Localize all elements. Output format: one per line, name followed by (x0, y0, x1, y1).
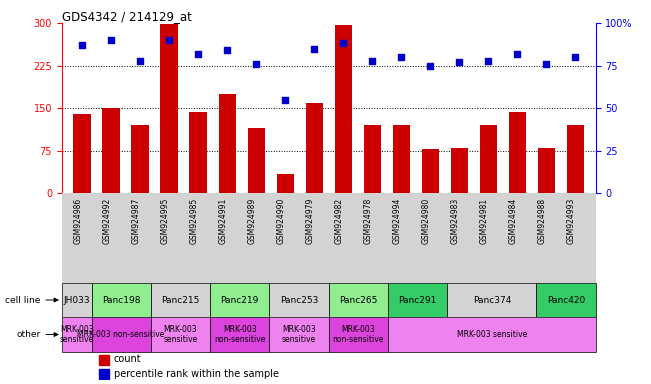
Text: GSM924993: GSM924993 (566, 198, 575, 244)
Bar (335, 25, 352, 194)
Bar (74, 114, 91, 194)
Text: GSM924995: GSM924995 (160, 198, 169, 244)
Bar (388, 283, 447, 317)
Point (483, 58, 493, 64)
Text: GSM924988: GSM924988 (537, 198, 546, 244)
Point (425, 63, 436, 69)
Text: MRK-003
sensitive: MRK-003 sensitive (282, 325, 316, 344)
Bar (508, 112, 526, 194)
Text: GSM924991: GSM924991 (218, 198, 227, 244)
Point (367, 58, 378, 64)
Text: MRK-003
non-sensitive: MRK-003 non-sensitive (333, 325, 384, 344)
Text: GSM924987: GSM924987 (132, 198, 140, 244)
Bar (161, 24, 178, 194)
Text: MRK-003
sensitive: MRK-003 sensitive (163, 325, 198, 344)
Bar (189, 112, 207, 194)
Text: other: other (16, 330, 40, 339)
Bar (62, 317, 92, 352)
Point (193, 51, 203, 57)
Text: MRK-003
non-sensitive: MRK-003 non-sensitive (214, 325, 266, 344)
Text: Panc265: Panc265 (339, 296, 378, 305)
Point (280, 97, 290, 103)
Point (77, 42, 87, 48)
Point (309, 46, 320, 52)
Text: Panc420: Panc420 (547, 296, 585, 305)
Bar (102, 108, 120, 194)
Bar (388, 317, 596, 352)
Point (454, 59, 465, 65)
Text: JH033: JH033 (63, 296, 90, 305)
Bar (422, 149, 439, 194)
Bar (92, 283, 151, 317)
Bar (447, 283, 536, 317)
Bar (210, 317, 270, 352)
Point (251, 61, 262, 67)
Point (570, 54, 581, 60)
Text: GSM924983: GSM924983 (450, 198, 460, 244)
Bar (566, 125, 584, 194)
Bar (277, 174, 294, 194)
Bar (99, 369, 109, 379)
Point (338, 40, 348, 46)
Text: GSM924984: GSM924984 (508, 198, 518, 244)
Bar (92, 317, 151, 352)
Text: GSM924978: GSM924978 (363, 198, 372, 244)
Bar (480, 125, 497, 194)
Point (222, 47, 232, 53)
Text: Panc253: Panc253 (280, 296, 318, 305)
Bar (99, 354, 109, 364)
Bar (270, 317, 329, 352)
Text: percentile rank within the sample: percentile rank within the sample (114, 369, 279, 379)
Text: GSM924994: GSM924994 (393, 198, 401, 244)
Point (106, 37, 117, 43)
Bar (538, 148, 555, 194)
Point (512, 51, 523, 57)
Text: Panc291: Panc291 (398, 296, 437, 305)
Text: GSM924981: GSM924981 (479, 198, 488, 244)
Text: GSM924985: GSM924985 (189, 198, 198, 244)
Text: GSM924980: GSM924980 (421, 198, 430, 244)
Bar (363, 125, 381, 194)
Text: Panc374: Panc374 (473, 296, 511, 305)
Text: GSM924986: GSM924986 (73, 198, 82, 244)
Text: GSM924992: GSM924992 (102, 198, 111, 244)
Point (396, 54, 406, 60)
Bar (450, 148, 468, 194)
Bar (329, 317, 388, 352)
Text: Panc215: Panc215 (161, 296, 200, 305)
Bar (393, 125, 410, 194)
Text: GSM924979: GSM924979 (305, 198, 314, 244)
Bar (247, 128, 265, 194)
Bar (329, 283, 388, 317)
Text: MRK-003 non-sensitive: MRK-003 non-sensitive (77, 330, 165, 339)
Bar (151, 317, 210, 352)
Bar (62, 283, 92, 317)
Text: GSM924982: GSM924982 (334, 198, 343, 244)
Bar (536, 283, 596, 317)
Text: cell line: cell line (5, 296, 40, 305)
Bar (210, 283, 270, 317)
Text: Panc219: Panc219 (221, 296, 259, 305)
Text: GDS4342 / 214129_at: GDS4342 / 214129_at (62, 10, 192, 23)
Text: GSM924990: GSM924990 (276, 198, 285, 244)
Point (541, 61, 551, 67)
Text: count: count (114, 354, 141, 364)
Point (135, 58, 145, 64)
Text: MRK-003
sensitive: MRK-003 sensitive (59, 325, 94, 344)
Text: GSM924989: GSM924989 (247, 198, 256, 244)
Bar (305, 103, 323, 194)
Text: Panc198: Panc198 (102, 296, 141, 305)
Point (164, 37, 174, 43)
Bar (270, 283, 329, 317)
Bar (132, 125, 149, 194)
Bar (219, 94, 236, 194)
Bar (151, 283, 210, 317)
Text: MRK-003 sensitive: MRK-003 sensitive (457, 330, 527, 339)
